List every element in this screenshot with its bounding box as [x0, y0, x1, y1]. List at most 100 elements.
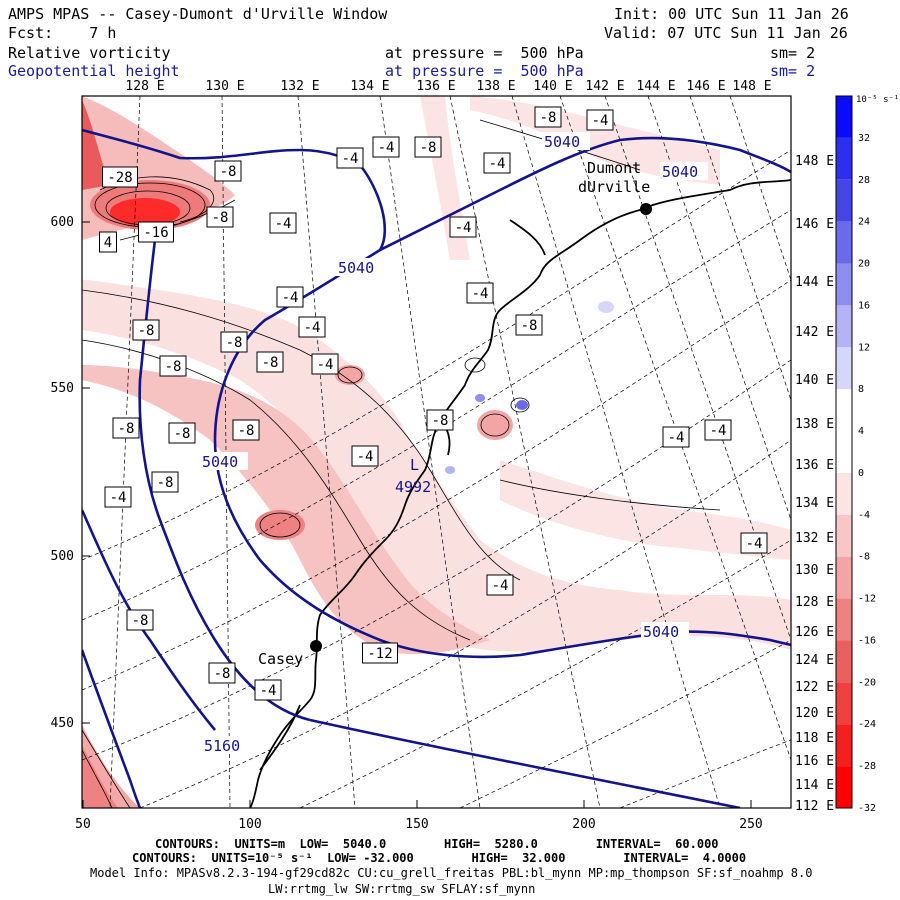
svg-text:-8: -8	[226, 335, 243, 351]
colorbar-tick-label: 24	[858, 217, 870, 228]
svg-text:-4: -4	[492, 578, 509, 594]
vorticity-value-label: -8	[126, 609, 154, 631]
dumont-durville-station-marker	[640, 203, 652, 215]
station-label-dumont: Dumont	[587, 159, 641, 177]
field1-smoothing: sm= 2	[770, 44, 816, 62]
svg-text:-8: -8	[220, 164, 237, 180]
right-axis-tick-label: 124 E	[795, 653, 834, 668]
svg-text:-4: -4	[668, 430, 685, 446]
left-axis-tick-label: 550	[51, 381, 74, 396]
vorticity-value-label: -8	[132, 319, 160, 341]
vorticity-value-label: -4	[449, 216, 477, 238]
svg-text:-8: -8	[540, 110, 557, 126]
vorticity-value-label: -8	[112, 417, 140, 439]
svg-text:-4: -4	[746, 536, 763, 552]
vorticity-value-label: -8	[414, 136, 442, 158]
svg-text:-4: -4	[710, 423, 727, 439]
vorticity-value-label: -4	[483, 152, 511, 174]
svg-text:-4: -4	[317, 357, 334, 373]
vorticity-value-label: -8	[159, 355, 187, 377]
left-axis-tick-label: 500	[51, 549, 74, 564]
colorbar-segment	[836, 682, 852, 725]
vorticity-value-label: -4	[372, 136, 400, 158]
height-contour-info: CONTOURS: UNITS=m LOW= 5040.0 HIGH= 5280…	[155, 837, 719, 851]
vorticity-value-label: -4	[311, 353, 339, 375]
height-label: 5040	[202, 453, 238, 471]
top-axis-tick-label: 146 E	[686, 79, 725, 94]
top-axis-tick-label: 148 E	[732, 79, 771, 94]
right-axis-tick-label: 116 E	[795, 754, 834, 769]
height-label: 5040	[643, 623, 679, 641]
top-axis-tick-label: 136 E	[416, 79, 455, 94]
colorbar-segment	[836, 724, 852, 767]
colorbar-tick-label: 20	[858, 259, 870, 270]
vorticity-value-label: -4	[298, 316, 326, 338]
top-axis-tick-label: 130 E	[205, 79, 244, 94]
colorbar-tick-label: -8	[858, 552, 870, 563]
colorbar-segment	[836, 640, 852, 683]
colorbar-tick-label: -32	[858, 803, 876, 814]
vorticity-value-label: -8	[220, 331, 248, 353]
svg-text:-4: -4	[282, 290, 299, 306]
colorbar-segment	[836, 766, 852, 808]
height-labels: 5040 5040 5040 5040 5040 5160 L 4992	[200, 132, 708, 755]
colorbar-segment	[836, 472, 852, 515]
right-axis-tick-label: 144 E	[795, 275, 834, 290]
svg-text:-4: -4	[342, 151, 359, 167]
svg-text:-8: -8	[138, 323, 155, 339]
vorticity-value-label: -4	[269, 212, 297, 234]
station-label-durville: dUrville	[578, 178, 650, 196]
vorticity-value-label: -28	[102, 166, 138, 188]
right-axis-tick-label: 138 E	[795, 417, 834, 432]
svg-text:4: 4	[104, 235, 112, 251]
colorbar-segment	[836, 431, 852, 473]
vorticity-value-label: -8	[256, 351, 284, 373]
colorbar: 10⁻⁵ s⁻¹ 32 28 24 20 16 12 8 4 0 -4 -8 -12 -16 -20 -24 -…	[835, 95, 899, 814]
casey-station-marker	[310, 640, 322, 652]
field2-level: at pressure = 500 hPa	[385, 62, 584, 80]
station-label-casey: Casey	[258, 650, 303, 668]
right-axis-tick-label: 126 E	[795, 625, 834, 640]
colorbar-segment	[836, 179, 852, 222]
left-y-axis: 600 550 500 450	[51, 215, 90, 731]
svg-text:-8: -8	[214, 666, 231, 682]
right-axis-tick-label: 136 E	[795, 458, 834, 473]
svg-text:-8: -8	[174, 426, 191, 442]
bottom-axis-tick-label: 50	[75, 817, 91, 832]
right-axis-tick-label: 122 E	[795, 680, 834, 695]
svg-text:-8: -8	[165, 359, 182, 375]
init-time: Init: 00 UTC Sun 11 Jan 26	[614, 5, 849, 23]
svg-text:-4: -4	[455, 220, 472, 236]
svg-text:-8: -8	[521, 318, 538, 334]
colorbar-unit: 10⁻⁵ s⁻¹	[856, 95, 899, 105]
height-label: 5160	[204, 737, 240, 755]
svg-text:-8: -8	[118, 421, 135, 437]
top-axis-tick-label: 132 E	[280, 79, 319, 94]
vorticity-value-label: -4	[351, 445, 379, 467]
vorticity-value-label: -4	[104, 486, 132, 508]
valid-time: Valid: 07 UTC Sun 11 Jan 26	[604, 24, 848, 42]
right-longitude-axis: 148 E 146 E 144 E 142 E 140 E 138 E 136 E 134 E…	[795, 154, 834, 814]
colorbar-tick-label: -28	[858, 761, 876, 772]
vorticity-value-label: -8	[214, 160, 242, 182]
forecast-hour: Fcst: 7 h	[8, 24, 117, 42]
right-axis-tick-label: 112 E	[795, 799, 834, 814]
colorbar-tick-label: 0	[858, 468, 864, 479]
right-axis-tick-label: 114 E	[795, 778, 834, 793]
colorbar-tick-label: -16	[858, 635, 876, 646]
height-label: 5040	[544, 133, 580, 151]
svg-text:-4: -4	[378, 140, 395, 156]
bottom-axis-tick-label: 200	[572, 817, 595, 832]
vorticity-value-label: -8	[208, 662, 236, 684]
height-label: 5040	[662, 163, 698, 181]
colorbar-tick-label: -12	[858, 594, 876, 605]
colorbar-segment	[836, 305, 852, 348]
low-pressure-value: 4992	[395, 478, 431, 496]
low-pressure-marker: L	[410, 456, 419, 474]
colorbar-tick-label: 28	[858, 175, 870, 186]
left-axis-tick-label: 450	[51, 716, 74, 731]
field2-smoothing: sm= 2	[770, 62, 816, 80]
field1-name: Relative vorticity	[8, 44, 171, 62]
right-axis-tick-label: 118 E	[795, 731, 834, 746]
